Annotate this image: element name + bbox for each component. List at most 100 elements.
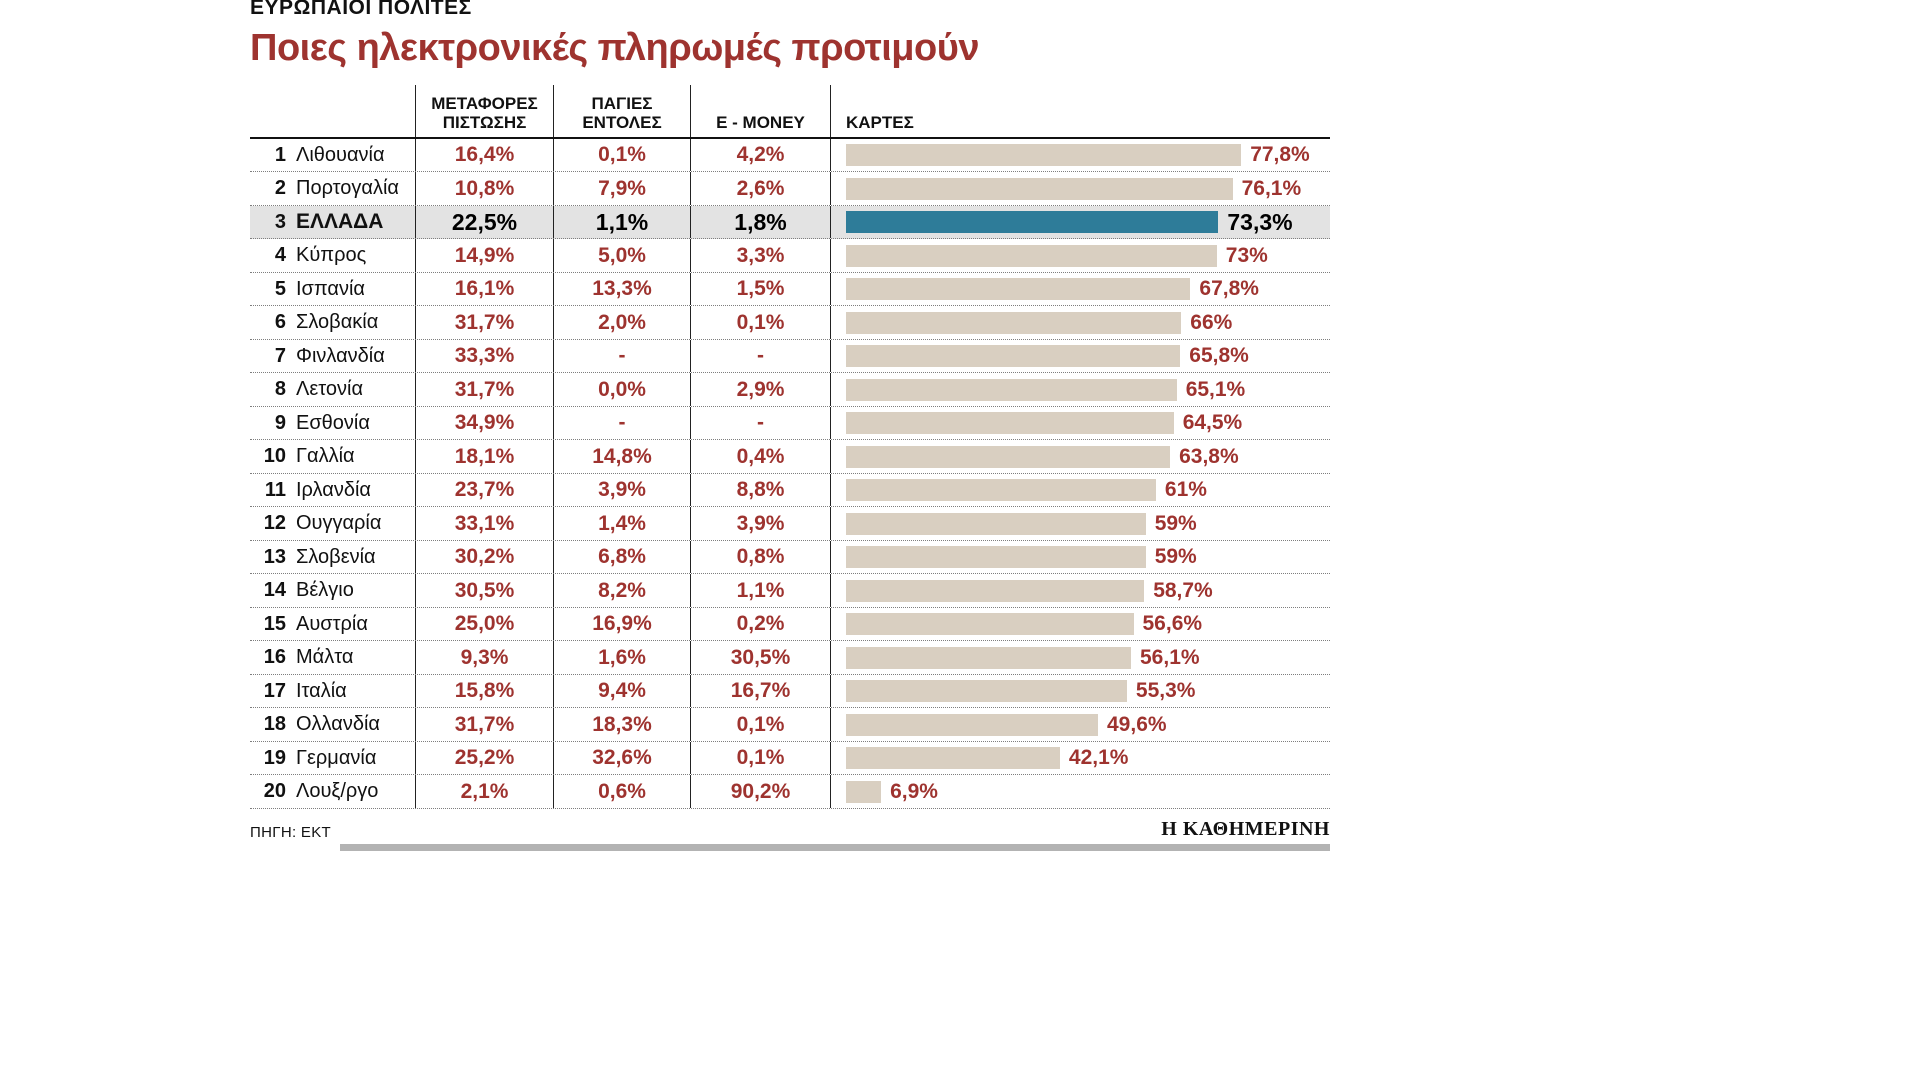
e-money-value: 3,3%: [690, 239, 830, 272]
standing-orders-value: 1,6%: [553, 641, 690, 674]
credit-transfers-value: 31,7%: [415, 306, 553, 339]
table-row: 17 Ιταλία 15,8% 9,4% 16,7% 55,3%: [250, 674, 1330, 709]
country-cell: 11 Ιρλανδία: [250, 474, 415, 507]
cards-bar: [846, 144, 1242, 167]
cards-bar: [846, 244, 1217, 267]
rank-label: 18: [263, 713, 286, 736]
country-cell: 19 Γερμανία: [250, 742, 415, 775]
country-cell: 8 Λετονία: [250, 373, 415, 406]
e-money-value: 1,8%: [690, 205, 830, 239]
table-row: 7 Φινλανδία 33,3% - - 65,8%: [250, 339, 1330, 374]
standing-orders-value: 16,9%: [553, 607, 690, 641]
cards-value: 6,9%: [890, 779, 938, 803]
country-label: Ολλανδία: [296, 713, 380, 736]
rank-label: 17: [263, 679, 286, 702]
standing-orders-value: 6,8%: [553, 540, 690, 574]
cards-value: 59%: [1154, 545, 1197, 569]
cards-bar: [846, 512, 1146, 535]
table-row: 5 Ισπανία 16,1% 13,3% 1,5% 67,8%: [250, 272, 1330, 307]
credit-transfers-value: 10,8%: [415, 172, 553, 205]
country-cell: 1 Λιθουανία: [250, 139, 415, 172]
cards-cell: 66%: [830, 306, 1330, 339]
credit-transfers-value: 25,2%: [415, 741, 553, 775]
standing-orders-value: 2,0%: [553, 306, 690, 339]
table-row: 2 Πορτογαλία 10,8% 7,9% 2,6% 76,1%: [250, 172, 1330, 206]
table-row: 3 ΕΛΛΑΔΑ 22,5% 1,1% 1,8% 73,3%: [250, 205, 1330, 240]
standing-orders-value: -: [553, 406, 690, 440]
country-label: Λετονία: [296, 378, 364, 401]
rank-label: 3: [274, 210, 286, 233]
standing-orders-value: 0,0%: [553, 373, 690, 406]
rank-label: 16: [263, 646, 286, 669]
credit-transfers-value: 31,7%: [415, 373, 553, 406]
credit-transfers-value: 30,2%: [415, 540, 553, 574]
footer: ΠΗΓΗ: ΕΚΤ Η ΚΑΘΗΜΕΡΙΝΗ: [250, 818, 1330, 851]
standing-orders-value: 0,1%: [553, 138, 690, 172]
standing-orders-value: 3,9%: [553, 473, 690, 507]
e-money-value: 16,7%: [690, 674, 830, 708]
kicker: ΕΥΡΩΠΑΙΟΙ ΠΟΛΙΤΕΣ: [250, 0, 472, 19]
country-cell: 18 Ολλανδία: [250, 708, 415, 741]
cards-bar: [846, 579, 1145, 602]
footer-rule: [340, 843, 1330, 851]
cards-bar: [846, 311, 1182, 334]
cards-cell: 61%: [830, 473, 1330, 507]
country-label: Γαλλία: [296, 445, 355, 468]
e-money-value: 0,2%: [690, 607, 830, 641]
country-label: Λιθουανία: [296, 143, 385, 166]
country-label: Ιταλία: [296, 679, 347, 702]
cards-cell: 56,6%: [830, 607, 1330, 641]
country-label: Βέλγιο: [296, 579, 354, 602]
cards-bar: [846, 278, 1191, 301]
cards-cell: 49,6%: [830, 708, 1330, 741]
table-row: 20 Λουξ/ργο 2,1% 0,6% 90,2% 6,9%: [250, 775, 1330, 809]
credit-transfers-value: 33,3%: [415, 339, 553, 373]
cards-bar: [846, 680, 1127, 703]
infographic: ΕΥΡΩΠΑΙΟΙ ΠΟΛΙΤΕΣ Ποιες ηλεκτρονικές πλη…: [250, 0, 1330, 851]
table-body: 1 Λιθουανία 16,4% 0,1% 4,2% 77,8% 2 Πορτ…: [250, 138, 1330, 809]
country-label: Σλοβενία: [296, 545, 376, 568]
cards-cell: 63,8%: [830, 440, 1330, 473]
rank-label: 5: [274, 277, 286, 300]
country-cell: 10 Γαλλία: [250, 440, 415, 473]
credit-transfers-value: 14,9%: [415, 239, 553, 272]
country-label: Αυστρία: [296, 612, 368, 635]
country-label: Μάλτα: [296, 646, 354, 669]
cards-cell: 42,1%: [830, 741, 1330, 775]
cards-bar: [846, 378, 1177, 401]
e-money-value: 8,8%: [690, 473, 830, 507]
table-row: 15 Αυστρία 25,0% 16,9% 0,2% 56,6%: [250, 607, 1330, 642]
e-money-value: 1,1%: [690, 574, 830, 607]
country-label: ΕΛΛΑΔΑ: [296, 210, 384, 234]
cards-value: 73,3%: [1227, 208, 1293, 235]
credit-transfers-value: 2,1%: [415, 775, 553, 808]
cards-cell: 64,5%: [830, 406, 1330, 440]
credit-transfers-value: 9,3%: [415, 641, 553, 674]
standing-orders-value: 1,4%: [553, 507, 690, 540]
rank-label: 15: [263, 612, 286, 635]
country-cell: 2 Πορτογαλία: [250, 172, 415, 205]
credit-transfers-value: 31,7%: [415, 708, 553, 741]
brand-logo: Η ΚΑΘΗΜΕΡΙΝΗ: [1161, 817, 1330, 840]
cards-header: ΚΑΡΤΕΣ: [830, 84, 1330, 137]
credit-transfers-value: 25,0%: [415, 607, 553, 641]
payments-table: ΜΕΤΑΦΟΡΕΣ ΠΙΣΤΩΣΗΣ ΠΑΓΙΕΣ ΕΝΤΟΛΕΣ E - MO…: [250, 84, 1330, 809]
cards-bar: [846, 345, 1181, 368]
standing-orders-value: 18,3%: [553, 708, 690, 741]
country-cell: 9 Εσθονία: [250, 407, 415, 440]
rank-label: 7: [274, 344, 286, 367]
country-label: Λουξ/ργο: [296, 780, 379, 803]
country-cell: 14 Βέλγιο: [250, 574, 415, 607]
cards-value: 49,6%: [1107, 712, 1167, 736]
table-row: 19 Γερμανία 25,2% 32,6% 0,1% 42,1%: [250, 741, 1330, 776]
cards-value: 63,8%: [1179, 444, 1239, 468]
cards-value: 58,7%: [1153, 578, 1213, 602]
credit-transfers-value: 22,5%: [415, 205, 553, 239]
table-row: 1 Λιθουανία 16,4% 0,1% 4,2% 77,8%: [250, 138, 1330, 173]
credit-transfers-value: 30,5%: [415, 574, 553, 607]
cards-value: 42,1%: [1068, 746, 1129, 770]
table-row: 14 Βέλγιο 30,5% 8,2% 1,1% 58,7%: [250, 574, 1330, 608]
standing-orders-value: 32,6%: [553, 741, 690, 775]
country-cell: 4 Κύπρος: [250, 239, 415, 272]
cards-bar: [846, 445, 1171, 468]
